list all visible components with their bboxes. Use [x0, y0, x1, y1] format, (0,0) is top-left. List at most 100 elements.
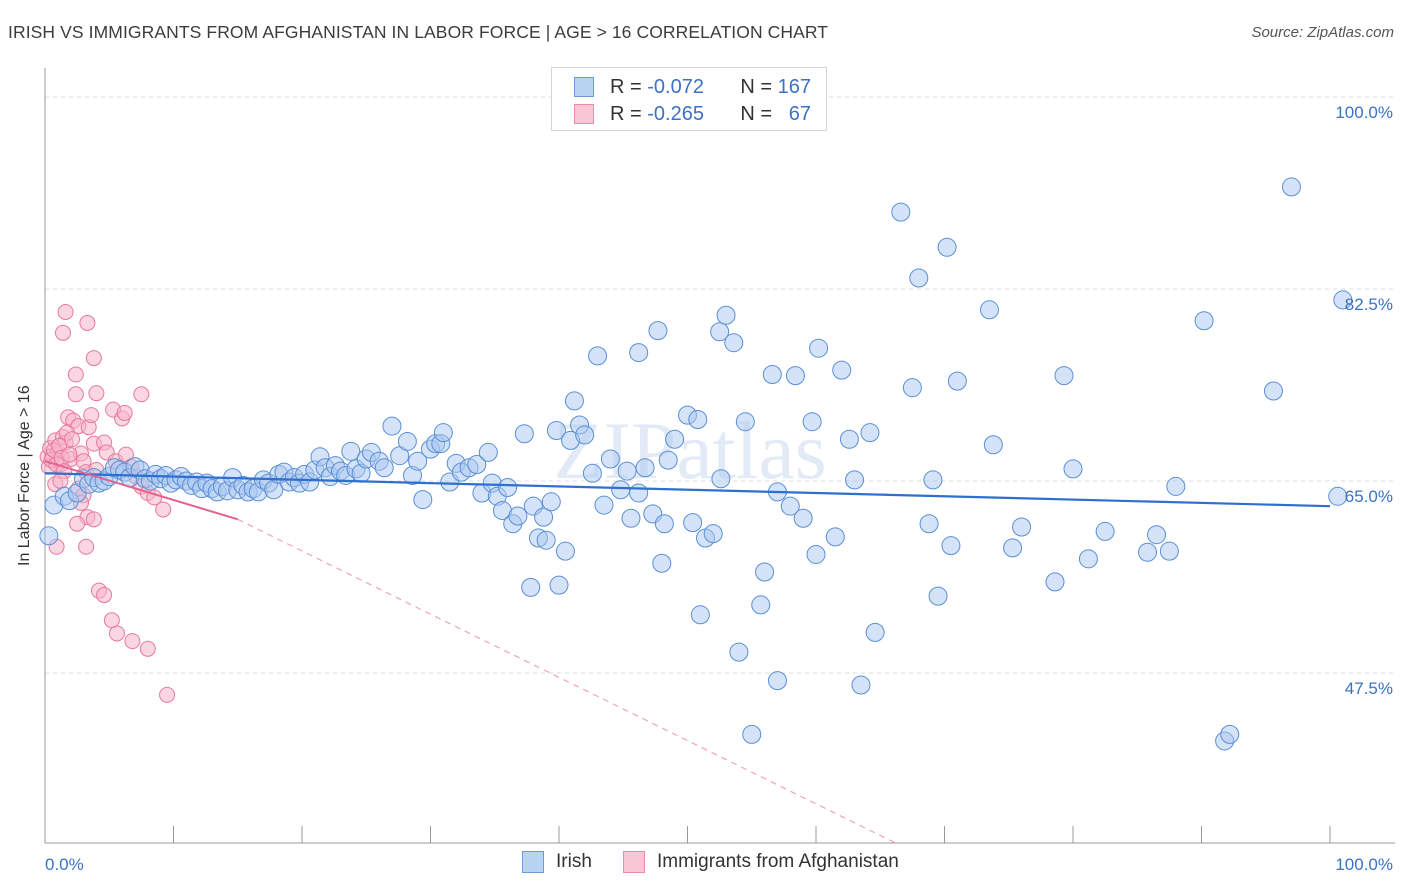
data-point-irish	[825, 527, 845, 547]
data-point-afghan	[124, 633, 141, 650]
data-point-irish	[382, 416, 402, 436]
data-point-irish	[534, 507, 554, 527]
data-point-irish	[555, 541, 575, 561]
data-point-afghan	[54, 324, 71, 341]
data-point-irish	[928, 586, 948, 606]
data-point-irish	[909, 268, 929, 288]
data-point-irish	[564, 391, 584, 411]
data-point-afghan	[83, 407, 100, 424]
data-point-irish	[1045, 572, 1065, 592]
data-point-irish	[919, 514, 939, 534]
data-point-irish	[979, 300, 999, 320]
data-point-irish	[665, 429, 685, 449]
data-point-irish	[851, 675, 871, 695]
data-point-irish	[809, 338, 829, 358]
data-point-irish	[600, 449, 620, 469]
data-point-irish	[1159, 541, 1179, 561]
legend-row-afghan: R = -0.265 N = 67	[574, 101, 811, 127]
data-point-irish	[514, 424, 534, 444]
data-point-irish	[806, 544, 826, 564]
y-tick-label: 47.5%	[1345, 679, 1393, 698]
data-point-irish	[629, 343, 649, 363]
data-point-irish	[724, 333, 744, 353]
data-point-irish	[508, 506, 528, 526]
data-point-irish	[408, 451, 428, 471]
data-point-irish	[467, 454, 487, 474]
data-point-irish	[902, 378, 922, 398]
data-point-irish	[652, 553, 672, 573]
data-point-irish	[397, 431, 417, 451]
data-point-afghan	[57, 303, 74, 320]
legend-item-afghan: Immigrants from Afghanistan	[623, 851, 899, 873]
data-point-irish	[688, 410, 708, 430]
legend-label-irish: Irish	[556, 851, 592, 872]
data-point-irish	[478, 442, 498, 462]
data-point-afghan	[159, 686, 176, 703]
data-point-irish	[947, 371, 967, 391]
x-tick-label: 0.0%	[45, 855, 84, 874]
legend-swatch-afghan	[574, 104, 594, 124]
data-point-afghan	[61, 446, 78, 463]
data-point-afghan	[139, 640, 156, 657]
data-point-irish	[703, 524, 723, 544]
legend-r-value: -0.072	[647, 75, 704, 98]
data-point-irish	[588, 346, 608, 366]
grid-lines	[45, 96, 1395, 674]
data-point-irish	[780, 496, 800, 516]
y-tick-label: 82.5%	[1345, 295, 1393, 314]
data-point-irish	[923, 470, 943, 490]
data-point-irish	[1095, 521, 1115, 541]
data-point-irish	[710, 322, 730, 342]
data-point-irish	[549, 575, 569, 595]
data-point-irish	[648, 321, 668, 341]
data-point-afghan	[69, 515, 86, 532]
trend-line-irish	[44, 472, 1331, 508]
data-point-irish	[341, 441, 361, 461]
data-point-afghan	[85, 350, 102, 367]
data-point-irish	[546, 420, 566, 440]
legend-item-irish: Irish	[522, 851, 592, 873]
data-point-irish	[832, 360, 852, 380]
data-point-irish	[1078, 549, 1098, 569]
legend-row-irish: R = -0.072 N = 167	[574, 74, 811, 100]
data-point-irish	[735, 412, 755, 432]
data-point-irish	[1138, 542, 1158, 562]
data-point-afghan	[52, 472, 69, 489]
legend-r-label: R =	[610, 75, 642, 98]
data-point-irish	[767, 671, 787, 691]
data-point-irish	[762, 365, 782, 385]
data-point-irish	[839, 429, 859, 449]
data-point-irish	[865, 622, 885, 642]
data-point-irish	[654, 514, 674, 534]
data-point-afghan	[88, 385, 105, 402]
data-point-irish	[413, 490, 433, 510]
data-point-irish	[845, 470, 865, 490]
data-point-irish	[1012, 517, 1032, 537]
data-point-irish	[793, 508, 813, 528]
legend-swatch-irish	[574, 77, 594, 97]
data-point-irish	[536, 530, 556, 550]
data-point-afghan	[85, 511, 102, 528]
correlation-legend: R = -0.072 N = 167 R = -0.265 N = 67	[551, 67, 827, 131]
data-point-irish	[683, 513, 703, 533]
data-point-irish	[891, 202, 911, 222]
data-point-irish	[433, 423, 453, 443]
legend-swatch-irish	[522, 851, 544, 873]
legend-n-value: 67	[788, 102, 811, 125]
y-tick-label: 100.0%	[1335, 103, 1393, 122]
data-point-irish	[983, 435, 1003, 455]
data-point-irish	[716, 305, 736, 325]
data-point-afghan	[155, 501, 172, 518]
data-point-afghan	[116, 404, 133, 421]
data-point-afghan	[63, 431, 80, 448]
legend-n-label: N =	[740, 75, 773, 98]
data-point-afghan	[133, 386, 150, 403]
data-point-irish	[1166, 476, 1186, 496]
data-point-irish	[1220, 724, 1240, 744]
data-point-irish	[582, 463, 602, 483]
data-point-irish	[635, 458, 655, 478]
data-point-irish	[1147, 525, 1167, 545]
trend-lines	[44, 460, 1331, 844]
chart-title: IRISH VS IMMIGRANTS FROM AFGHANISTAN IN …	[8, 22, 829, 42]
legend-n-value: 167	[777, 75, 811, 98]
